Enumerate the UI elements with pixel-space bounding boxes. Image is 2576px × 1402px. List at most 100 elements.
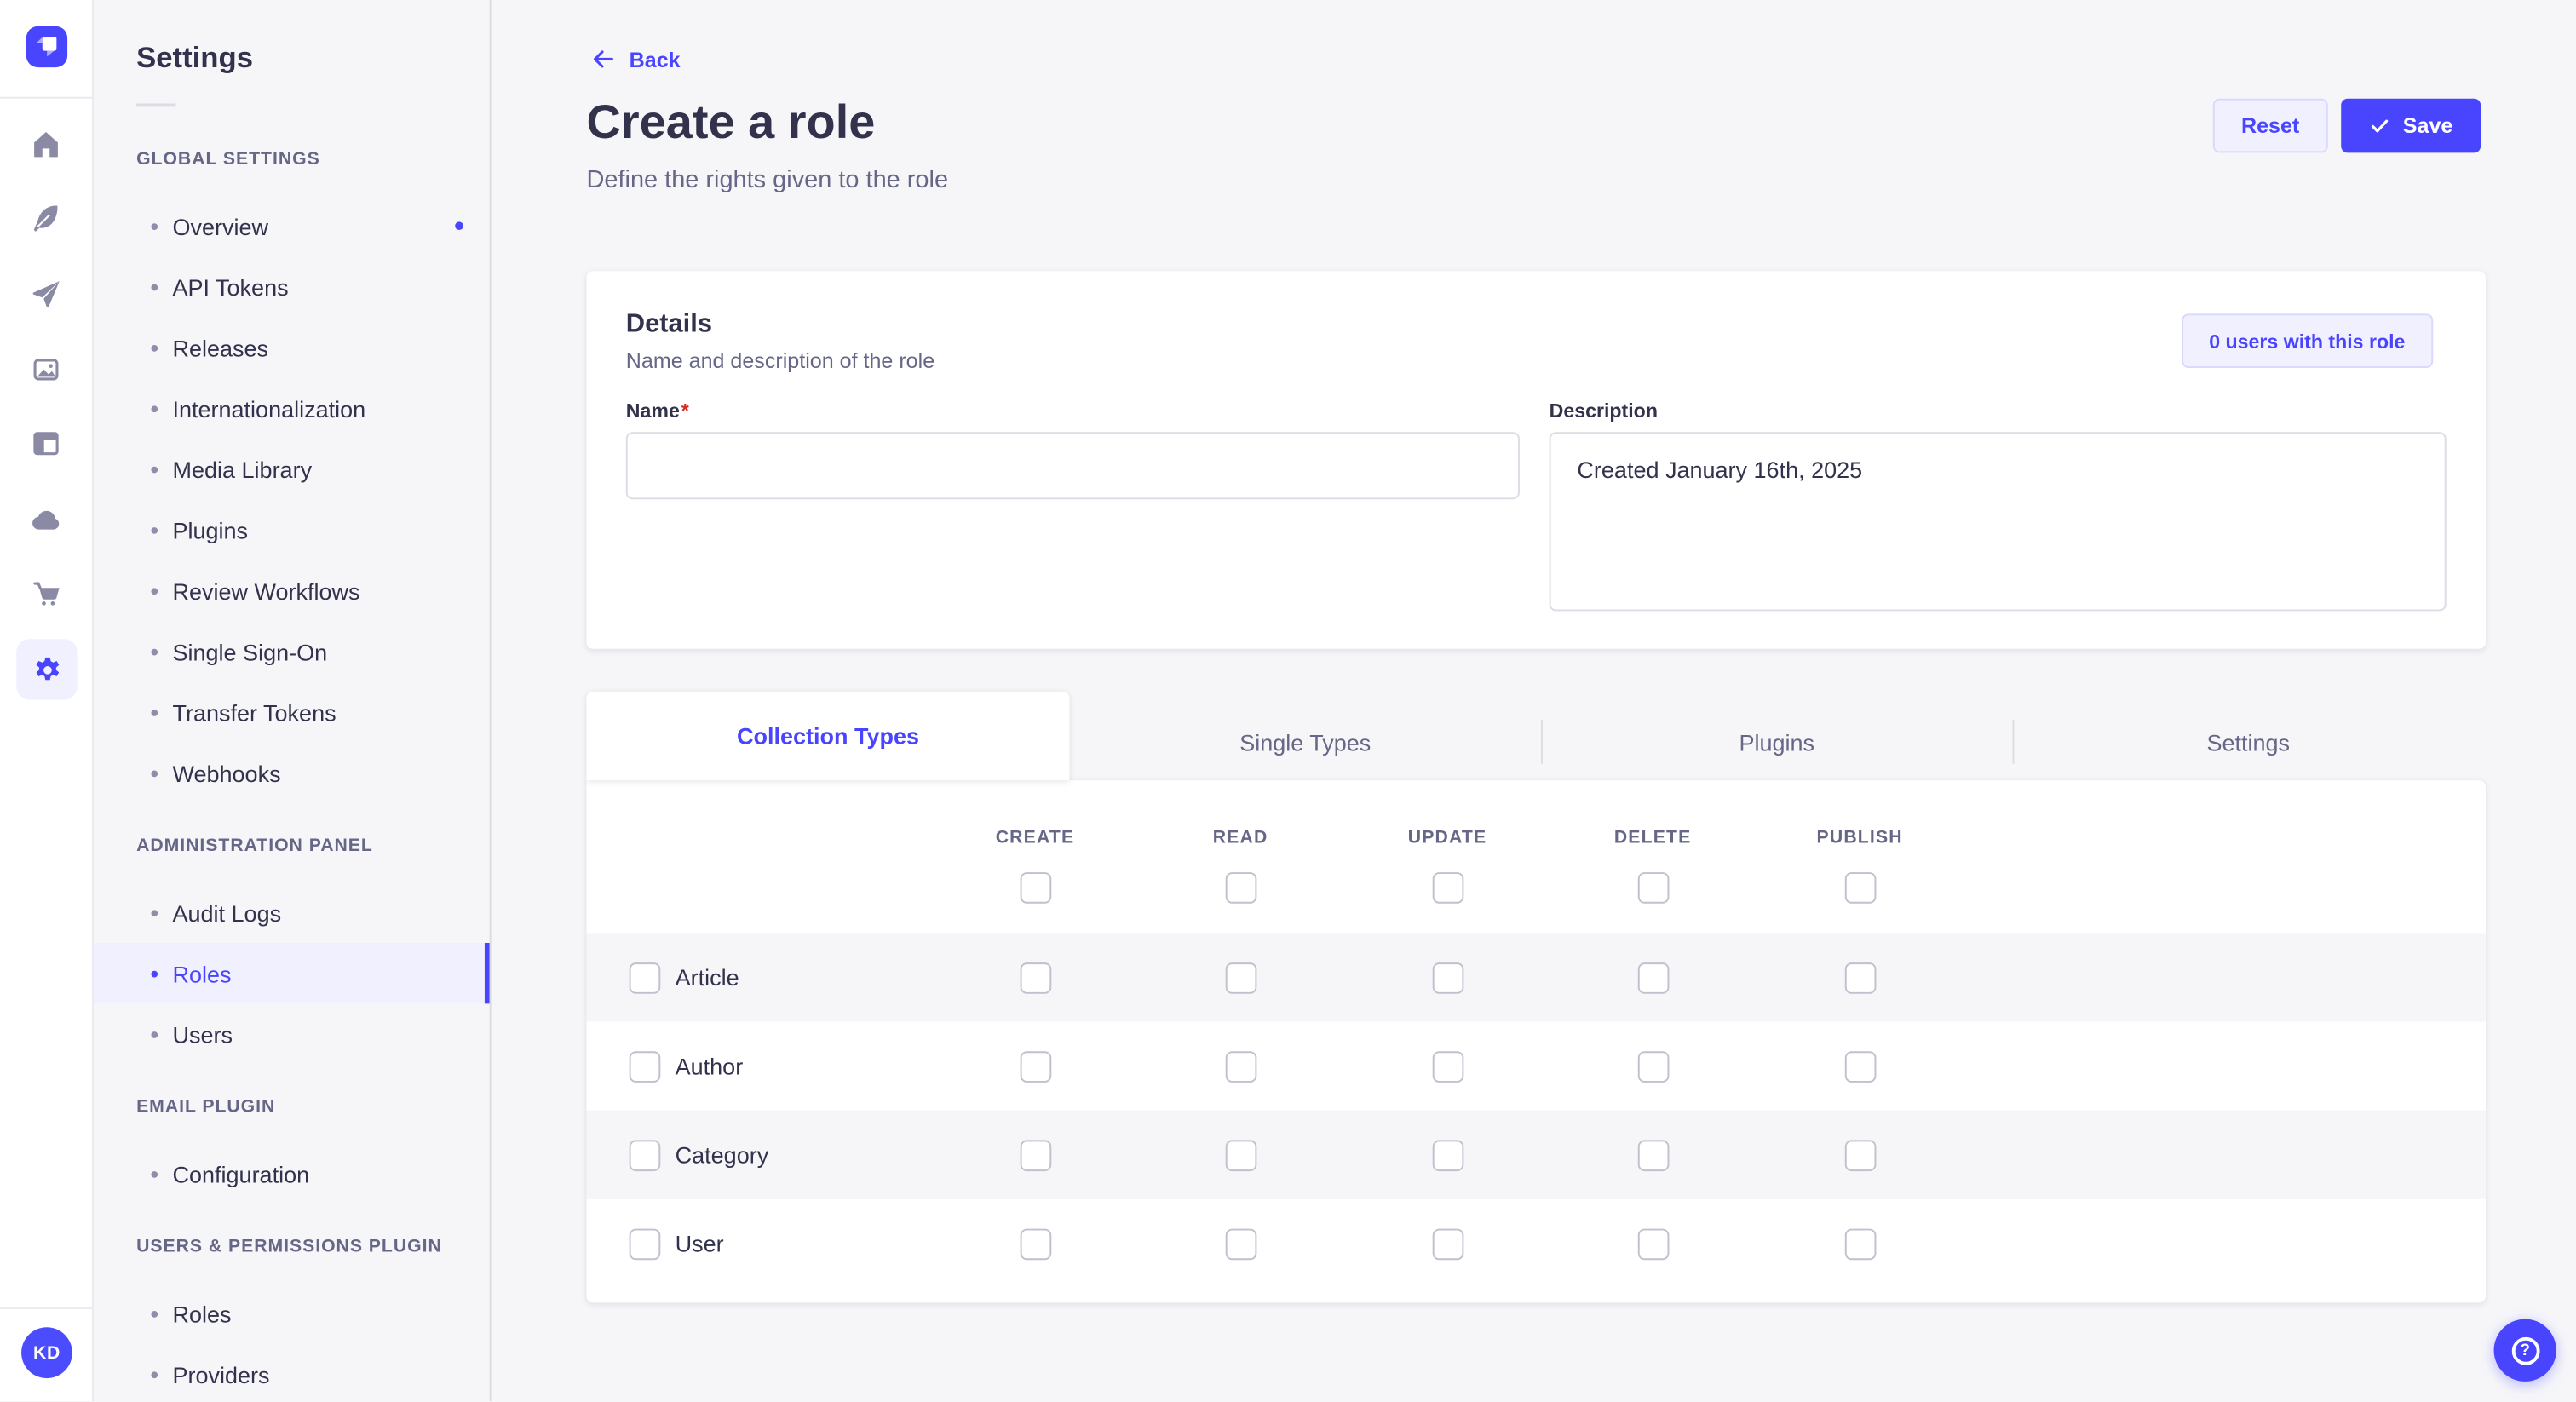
users-permissions-list: Roles Providers (94, 1283, 490, 1401)
column-header-read: READ (1212, 827, 1268, 848)
sidebar-item-review-workflows[interactable]: Review Workflows (94, 560, 490, 621)
cloud-icon[interactable] (30, 503, 63, 536)
select-all-delete-checkbox[interactable] (1636, 872, 1669, 904)
tab-plugins[interactable]: Plugins (1739, 729, 1815, 756)
marketplace-cart-icon[interactable] (30, 577, 63, 610)
row-select-checkbox[interactable] (628, 1139, 660, 1171)
media-images-icon[interactable] (30, 353, 63, 387)
back-link[interactable]: Back (589, 46, 681, 72)
rail-bottom-divider (0, 1307, 92, 1310)
sidebar-item-releases[interactable]: Releases (94, 317, 490, 377)
sidebar-item-media-library[interactable]: Media Library (94, 439, 490, 499)
bullet-icon (151, 647, 158, 655)
required-asterisk: * (681, 399, 689, 422)
table-row-article: Article (586, 933, 2486, 1022)
layout-window-icon[interactable] (30, 427, 63, 460)
checkbox-read[interactable] (1224, 1139, 1256, 1171)
bullet-icon (151, 769, 158, 777)
administration-panel-list: Audit Logs Roles Users (93, 882, 490, 1065)
users-with-role-button[interactable]: 0 users with this role (2181, 313, 2434, 368)
sidebar-item-api-tokens[interactable]: API Tokens (94, 256, 490, 317)
row-select-checkbox[interactable] (628, 1050, 660, 1082)
checkbox-publish[interactable] (1843, 1050, 1876, 1082)
notification-dot-icon (455, 221, 463, 230)
sidebar-item-transfer-tokens[interactable]: Transfer Tokens (94, 681, 490, 742)
section-heading-global-settings: GLOBAL SETTINGS (136, 149, 320, 170)
bullet-icon (151, 344, 158, 351)
checkbox-delete[interactable] (1636, 1227, 1669, 1260)
sidebar-item-up-roles[interactable]: Roles (94, 1283, 490, 1343)
checkbox-read[interactable] (1224, 1050, 1256, 1082)
select-all-publish-checkbox[interactable] (1843, 872, 1876, 904)
help-button[interactable]: ? (2493, 1319, 2556, 1382)
settings-gear-icon-active[interactable] (16, 639, 78, 700)
bullet-icon (151, 969, 158, 977)
sidebar-item-audit-logs[interactable]: Audit Logs (94, 882, 490, 943)
select-all-read-checkbox[interactable] (1224, 872, 1256, 904)
user-avatar[interactable]: KD (21, 1327, 72, 1379)
page-subtitle: Define the rights given to the role (586, 165, 949, 194)
save-button[interactable]: Save (2340, 98, 2481, 153)
column-header-delete: DELETE (1613, 827, 1692, 848)
content-type-label: User (675, 1230, 724, 1257)
bullet-icon (151, 1031, 158, 1037)
checkbox-create[interactable] (1019, 1050, 1051, 1082)
checkbox-delete[interactable] (1636, 1050, 1669, 1082)
checkbox-read[interactable] (1224, 1227, 1256, 1260)
content-type-label: Author (675, 1053, 744, 1080)
arrow-left-icon (593, 50, 613, 68)
sidebar-item-providers[interactable]: Providers (94, 1344, 490, 1402)
checkbox-update[interactable] (1431, 1139, 1463, 1171)
tab-settings[interactable]: Settings (2206, 729, 2291, 756)
bullet-icon (151, 909, 158, 916)
checkbox-update[interactable] (1431, 1050, 1463, 1082)
details-card: Details Name and description of the role… (586, 271, 2486, 649)
checkbox-publish[interactable] (1843, 962, 1876, 993)
sidebar-item-overview[interactable]: Overview (94, 195, 490, 256)
select-all-update-checkbox[interactable] (1431, 872, 1463, 904)
section-heading-users-permissions-plugin: USERS & PERMISSIONS PLUGIN (136, 1237, 442, 1257)
select-all-create-checkbox[interactable] (1019, 872, 1051, 904)
tab-collection-types[interactable]: Collection Types (586, 691, 1070, 781)
send-plane-icon[interactable] (30, 278, 63, 311)
checkbox-create[interactable] (1019, 1139, 1051, 1171)
bullet-icon (151, 283, 158, 290)
checkbox-read[interactable] (1224, 962, 1256, 993)
settings-sidebar: Settings GLOBAL SETTINGS Overview API To… (93, 0, 492, 1402)
sidebar-item-plugins[interactable]: Plugins (94, 499, 490, 560)
back-label: Back (629, 46, 681, 72)
checkbox-publish[interactable] (1843, 1139, 1876, 1171)
main-content: Back Create a role Define the rights giv… (492, 0, 2576, 1401)
details-subtitle: Name and description of the role (625, 348, 935, 373)
bullet-icon (151, 709, 158, 715)
strapi-logo-icon[interactable] (26, 26, 68, 68)
sidebar-title-divider (136, 103, 176, 107)
checkbox-update[interactable] (1431, 962, 1463, 993)
sidebar-item-webhooks[interactable]: Webhooks (94, 743, 490, 803)
description-textarea[interactable]: Created January 16th, 2025 (1549, 432, 2447, 612)
checkbox-create[interactable] (1019, 1227, 1051, 1260)
reset-button[interactable]: Reset (2213, 98, 2328, 153)
home-icon[interactable] (30, 128, 63, 161)
sidebar-item-configuration[interactable]: Configuration (94, 1143, 490, 1204)
checkbox-delete[interactable] (1636, 1139, 1669, 1171)
sidebar-item-single-sign-on[interactable]: Single Sign-On (94, 621, 490, 681)
tab-divider (1540, 719, 1543, 764)
bullet-icon (151, 587, 158, 595)
bullet-icon (151, 405, 158, 412)
checkbox-create[interactable] (1019, 962, 1051, 993)
checkbox-publish[interactable] (1843, 1227, 1876, 1260)
row-select-checkbox[interactable] (628, 962, 660, 993)
sidebar-item-roles-active[interactable]: Roles (93, 942, 490, 1004)
sidebar-item-users[interactable]: Users (94, 1003, 490, 1064)
checkbox-delete[interactable] (1636, 962, 1669, 993)
content-feather-icon[interactable] (30, 202, 63, 235)
tab-single-types[interactable]: Single Types (1239, 729, 1371, 756)
sidebar-item-internationalization[interactable]: Internationalization (94, 378, 490, 439)
row-select-checkbox[interactable] (628, 1227, 660, 1260)
bullet-icon (151, 222, 158, 230)
checkbox-update[interactable] (1431, 1227, 1463, 1260)
name-input[interactable] (625, 432, 1520, 500)
description-label: Description (1549, 399, 1658, 422)
